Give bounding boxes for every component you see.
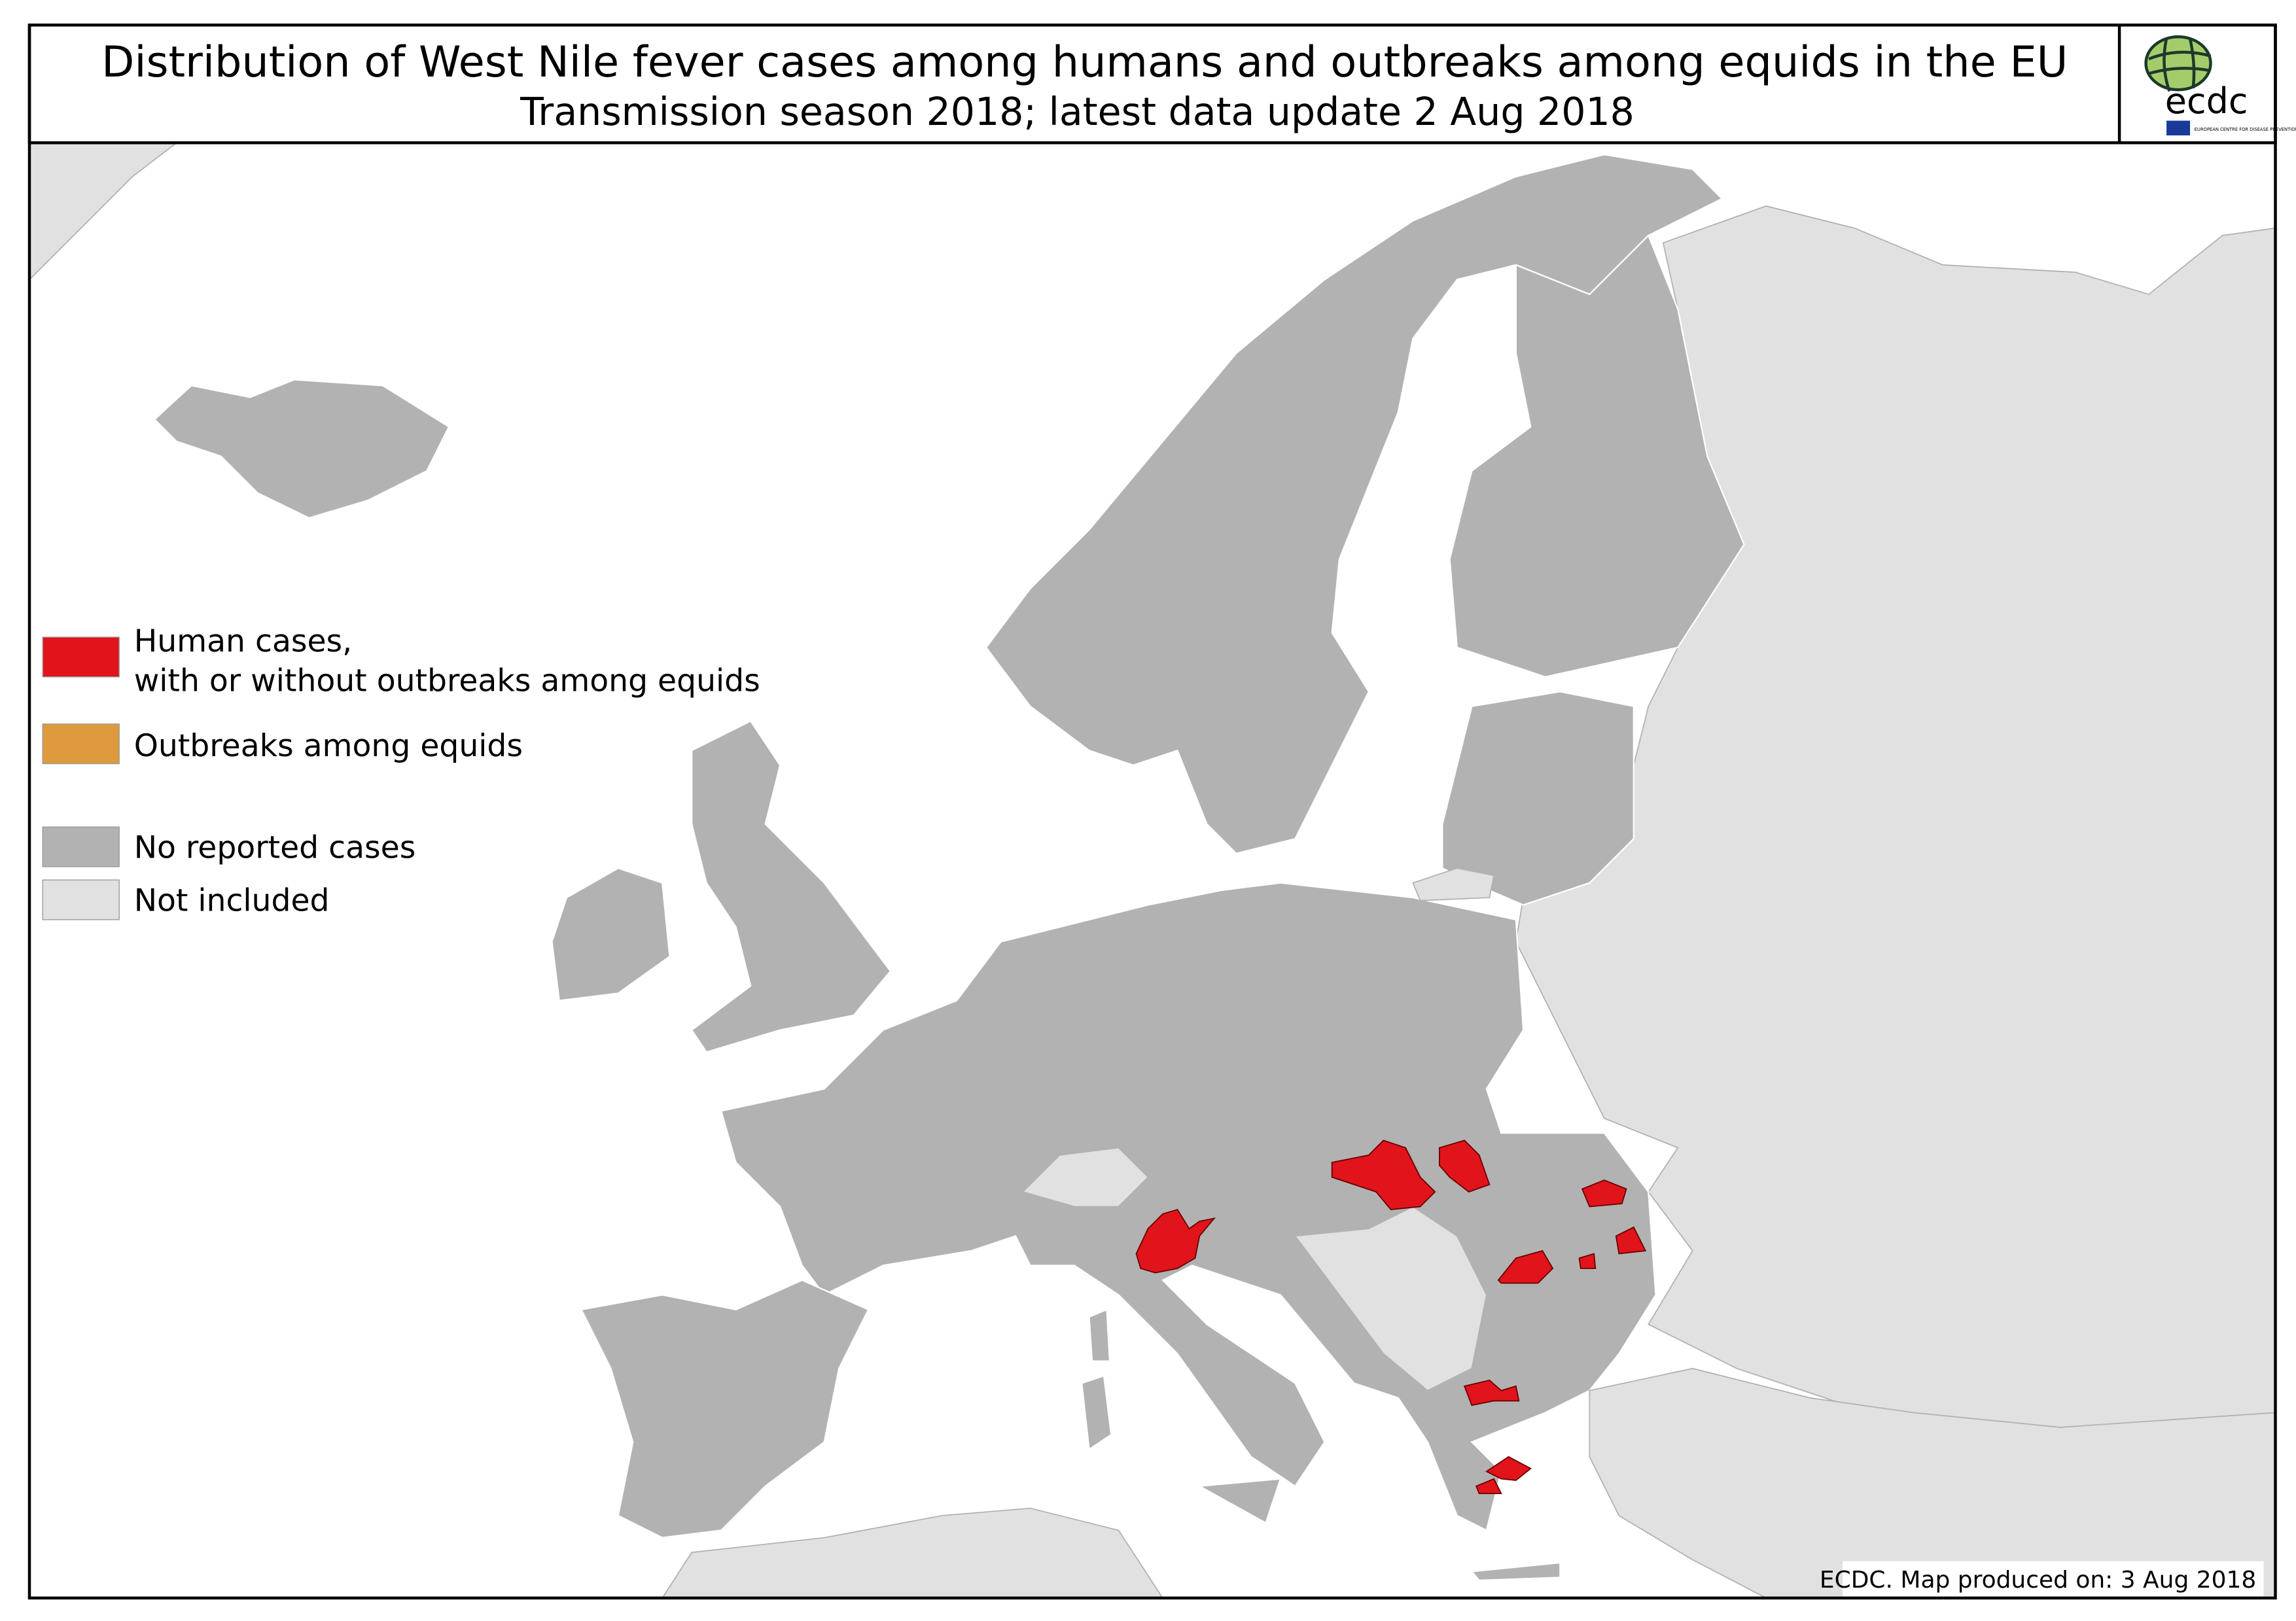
case-area-greece-peloponnese[interactable] [1475,1478,1502,1495]
map[interactable] [29,142,2276,1599]
region-north-africa [661,1507,1164,1599]
case-area-romania-4[interactable] [1578,1253,1597,1269]
map-title: Distribution of West Nile fever cases am… [101,37,2068,87]
ecdc-logo: ecdc EUROPEAN CENTRE FOR DISEASE PREVENT… [2144,35,2296,135]
region-switzerland [1021,1147,1149,1208]
region-iberia [580,1279,870,1539]
legend-label-no-reported: No reported cases [134,829,416,865]
region-western-balkans [1294,1206,1487,1391]
legend-swatch-no-reported [42,826,120,867]
legend-label-equid-outbreaks: Outbreaks among equids [134,728,523,764]
map-subtitle: Transmission season 2018; latest data up… [520,90,1634,134]
map-credit: ECDC. Map produced on: 3 Aug 2018 [1820,1567,2256,1594]
case-area-romania-2[interactable] [1615,1226,1647,1255]
region-crete [1470,1561,1561,1582]
legend-swatch-equid-outbreaks [42,723,120,765]
legend-label-human-cases: Human cases, [134,623,352,659]
legend-label-not-included: Not included [134,882,330,918]
case-area-hungary-east[interactable] [1438,1140,1491,1193]
map-frame [27,24,2277,1600]
region-sardinia [1081,1374,1112,1451]
region-uk [690,720,892,1053]
case-area-greece-north[interactable] [1463,1379,1520,1406]
region-sicily [1197,1478,1282,1524]
header-box [27,24,2277,145]
human-case-areas [1135,1140,1647,1495]
case-area-northern-italy[interactable] [1135,1208,1216,1274]
legend-swatch-human-cases [42,636,120,678]
region-scandinavia [985,154,1723,854]
case-area-greece-attica[interactable] [1485,1455,1532,1481]
region-corsica [1088,1308,1111,1362]
region-ireland [551,867,671,1002]
logo-caption: EUROPEAN CENTRE FOR DISEASE PREVENTION A… [2195,127,2296,132]
region-iceland [153,379,450,519]
logo-text: ecdc [2165,80,2248,122]
eu-flag-icon [2166,120,2191,135]
case-area-hungary-west[interactable] [1331,1140,1436,1210]
case-area-romania-3[interactable] [1497,1249,1554,1284]
case-area-romania-1[interactable] [1581,1179,1627,1208]
legend-swatch-not-included [42,879,120,920]
legend-label-human-cases-line2: with or without outbreaks among equids [134,663,760,699]
region-finland [1449,234,1745,678]
legend: Human cases, with or without outbreaks a… [42,623,760,920]
region-kaliningrad [1412,867,1495,901]
